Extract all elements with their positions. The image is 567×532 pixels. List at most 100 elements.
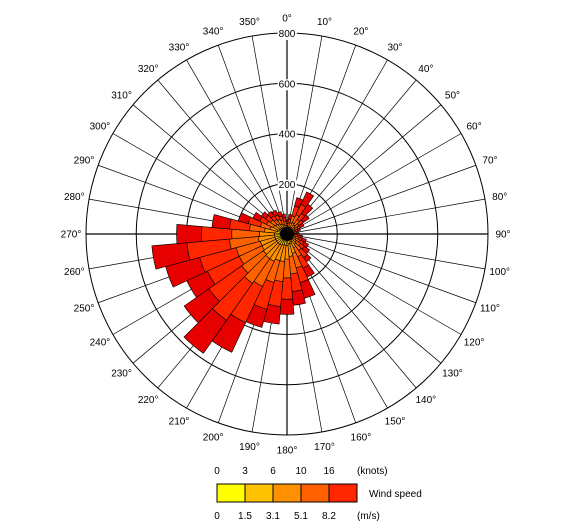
direction-label: 310°: [111, 91, 132, 102]
direction-label: 10°: [317, 17, 332, 28]
wind-petals: [151, 191, 316, 354]
spoke-350: [251, 35, 288, 235]
spoke-310: [132, 104, 288, 235]
direction-label: 100°: [489, 267, 510, 278]
direction-label: 40°: [418, 64, 433, 75]
spoke-50: [286, 104, 442, 235]
legend-knots-tick: 10: [295, 466, 307, 477]
legend-knots-tick: 0: [214, 466, 220, 477]
radial-tick-bg: [277, 29, 297, 40]
spoke-320: [157, 79, 288, 235]
legend-knots-ticks: 0 3 6 10 16: [214, 466, 335, 477]
petal-70-bin-5: [296, 227, 301, 232]
legend-ms-tick: 1.5: [238, 511, 252, 522]
legend-swatch-3: [300, 483, 330, 503]
petal-340-bin-5: [276, 211, 283, 218]
legend-ms-tick: 0: [214, 511, 220, 522]
petal-220-bin-5: [183, 308, 227, 354]
direction-label: 90°: [495, 230, 510, 241]
legend-ms-tick: 5.1: [294, 511, 308, 522]
direction-label: 60°: [466, 122, 481, 133]
direction-label: 200°: [203, 432, 224, 443]
petal-330-bin-5: [271, 209, 279, 217]
direction-label: 30°: [387, 42, 402, 53]
direction-label: 110°: [480, 303, 500, 314]
legend-color-boxes: [216, 483, 358, 503]
legend-knots-unit: (knots): [357, 466, 388, 477]
spoke-100: [286, 233, 486, 270]
spoke-110: [286, 233, 476, 304]
petal-40-bin-5: [300, 203, 314, 217]
direction-label: 190°: [239, 442, 260, 453]
direction-label: 0°: [282, 14, 292, 25]
legend-ms-tick: 8.2: [322, 511, 336, 522]
radial-tick-bg: [277, 79, 297, 91]
legend-swatch-2: [272, 483, 302, 503]
petal-270-bin-5: [176, 224, 203, 244]
wind-speed-legend: 0 3 6 10 16 0 1.5 3.1 5.1 8.2 Wind speed (knots)…: [214, 466, 422, 522]
direction-label: 340°: [203, 27, 224, 38]
direction-label: 180°: [277, 446, 298, 457]
petal-300-bin-5: [252, 211, 263, 222]
direction-label: 270°: [61, 230, 82, 241]
petal-320-bin-5: [267, 210, 275, 219]
petal-350-bin-5: [281, 213, 286, 219]
spoke-80: [286, 198, 486, 235]
direction-label: 150°: [385, 417, 406, 428]
calm-center: [280, 227, 294, 241]
radial-tick-label: 200: [279, 180, 296, 191]
direction-label: 170°: [314, 442, 335, 453]
direction-label: 260°: [64, 267, 85, 278]
petal-180-bin-5: [279, 298, 295, 315]
legend-title: Wind speed: [369, 489, 422, 500]
direction-label: 50°: [445, 91, 460, 102]
direction-label: 130°: [442, 368, 463, 379]
direction-label: 220°: [138, 395, 159, 406]
legend-swatch-0: [216, 483, 246, 503]
spoke-340: [217, 45, 288, 235]
petal-280-bin-5: [211, 214, 232, 230]
radial-tick-labels: 200 400 600 800: [277, 29, 297, 191]
direction-label: 240°: [90, 338, 111, 349]
direction-label: 280°: [64, 192, 85, 203]
spoke-10: [286, 35, 323, 235]
legend-knots-tick: 16: [323, 466, 335, 477]
legend-ms-tick: 3.1: [266, 511, 280, 522]
radial-tick-bg: [277, 179, 297, 191]
direction-label: 320°: [138, 64, 159, 75]
petal-60-bin-5: [298, 222, 305, 229]
direction-label: 160°: [351, 432, 372, 443]
center-hub: [280, 227, 294, 241]
spoke-330: [186, 59, 288, 235]
legend-knots-tick: 3: [242, 466, 248, 477]
spoke-70: [286, 164, 476, 235]
direction-label: 20°: [353, 27, 368, 38]
direction-label: 290°: [74, 156, 95, 167]
petal-230-bin-5: [183, 288, 220, 324]
direction-label: 350°: [239, 17, 260, 28]
direction-label: 80°: [492, 192, 507, 203]
petal-30-bin-5: [300, 191, 315, 208]
spoke-60: [286, 133, 462, 235]
legend-ms-ticks: 0 1.5 3.1 5.1 8.2: [214, 511, 336, 522]
legend-knots-tick: 6: [270, 466, 276, 477]
direction-label: 230°: [111, 368, 132, 379]
direction-label: 250°: [74, 303, 95, 314]
spoke-120: [286, 233, 462, 335]
radial-tick-label: 600: [279, 79, 296, 90]
legend-ms-unit: (m/s): [357, 511, 380, 522]
direction-label: 330°: [169, 42, 190, 53]
direction-label: 140°: [415, 395, 436, 406]
radial-tick-label: 400: [279, 130, 296, 141]
direction-label: 210°: [169, 417, 190, 428]
direction-label: 70°: [482, 156, 497, 167]
direction-labels: 0° 10° 20° 30° 40° 50° 60° 70° 80° 90° 100° 110° 120…: [61, 14, 511, 457]
radial-tick-label: 800: [279, 29, 296, 40]
legend-swatch-4: [328, 483, 358, 503]
petal-50-bin-5: [300, 214, 310, 223]
petal-290-bin-5: [238, 212, 251, 224]
petal-310-bin-5: [260, 211, 269, 220]
direction-label: 120°: [464, 338, 485, 349]
direction-label: 300°: [90, 122, 111, 133]
